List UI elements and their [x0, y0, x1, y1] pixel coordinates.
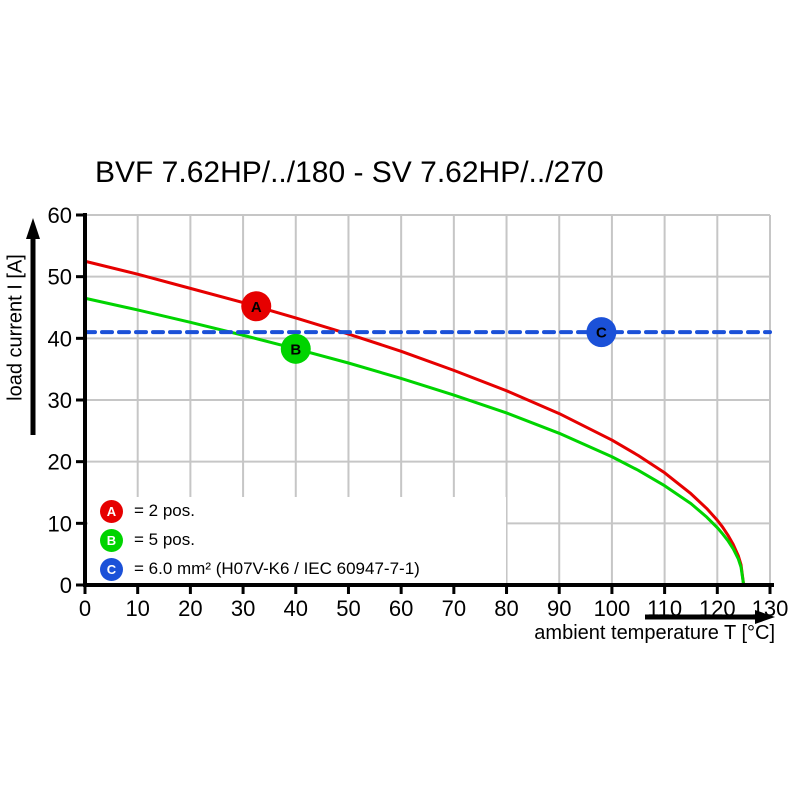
x-tick-label: 20 [178, 596, 202, 621]
marker-b-letter: B [290, 341, 301, 358]
legend-item-a: A = 2 pos. [100, 498, 506, 524]
y-tick-label: 0 [60, 573, 72, 598]
x-tick-label: 100 [594, 596, 631, 621]
x-tick-label: 90 [547, 596, 571, 621]
marker-a-letter: A [251, 299, 262, 316]
marker-c-letter: C [596, 325, 607, 342]
y-tick-label: 60 [48, 203, 72, 228]
y-tick-label: 50 [48, 265, 72, 290]
y-tick-label: 40 [48, 326, 72, 351]
legend-label-a: = 2 pos. [134, 501, 195, 520]
legend-marker-a-icon: A [100, 499, 123, 523]
x-tick-label: 70 [442, 596, 466, 621]
legend: A = 2 pos. B = 5 pos. C = 6.0 mm² (H07V-… [88, 497, 506, 583]
x-axis-arrowhead-icon [755, 610, 775, 624]
legend-item-b: B = 5 pos. [100, 527, 506, 553]
marker-c-icon [586, 317, 617, 348]
y-tick-label: 20 [48, 450, 72, 475]
legend-item-c: C = 6.0 mm² (H07V-K6 / IEC 60947-7-1) [100, 556, 506, 582]
x-tick-label: 50 [336, 596, 360, 621]
chart-title: BVF 7.62HP/../180 - SV 7.62HP/../270 [95, 156, 604, 189]
legend-label-c: = 6.0 mm² (H07V-K6 / IEC 60947-7-1) [134, 559, 420, 578]
x-tick-label: 0 [79, 596, 91, 621]
x-tick-label: 60 [389, 596, 413, 621]
marker-b-icon [280, 333, 311, 364]
y-axis-arrowhead-icon [26, 218, 40, 239]
y-tick-label: 30 [48, 388, 72, 413]
x-tick-label: 80 [494, 596, 518, 621]
y-tick-label: 10 [48, 511, 72, 536]
curve-b [83, 296, 746, 587]
legend-label-b: = 5 pos. [134, 530, 195, 549]
legend-marker-c-icon: C [100, 557, 123, 581]
x-axis-title: ambient temperature T [°C] [534, 622, 775, 644]
marker-a-icon [241, 291, 272, 322]
x-tick-label: 10 [125, 596, 149, 621]
x-tick-label: 30 [231, 596, 255, 621]
legend-marker-b-icon: B [100, 528, 123, 552]
y-axis-title: load current I [A] [4, 254, 27, 401]
x-tick-label: 40 [284, 596, 308, 621]
